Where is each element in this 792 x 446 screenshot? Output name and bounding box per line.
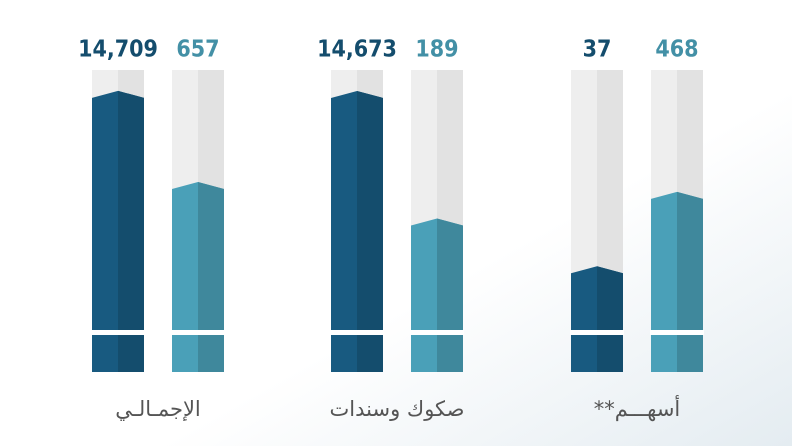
value-label: 657	[176, 37, 219, 63]
value-label: 14,673	[317, 37, 397, 63]
bar-shade	[677, 191, 703, 372]
value-label: 37	[583, 37, 612, 63]
bar-gap	[410, 330, 464, 335]
category-label: الإجمـالـي	[115, 397, 201, 421]
bar-gap	[171, 330, 225, 335]
category-label: صكوك وسندات	[330, 397, 465, 421]
category-label: أسهـــم**	[594, 395, 681, 422]
bar-gap	[330, 330, 384, 335]
bar-gap	[91, 330, 145, 335]
bar-shade	[437, 218, 463, 372]
bar-shade	[118, 90, 144, 372]
value-label: 14,709	[78, 37, 158, 63]
value-label: 189	[415, 37, 458, 63]
bar-gap	[650, 330, 704, 335]
bar-shade	[597, 266, 623, 372]
bar-shade	[198, 181, 224, 372]
bar-gap	[570, 330, 624, 335]
bar-shade	[357, 90, 383, 372]
value-label: 468	[655, 37, 698, 63]
